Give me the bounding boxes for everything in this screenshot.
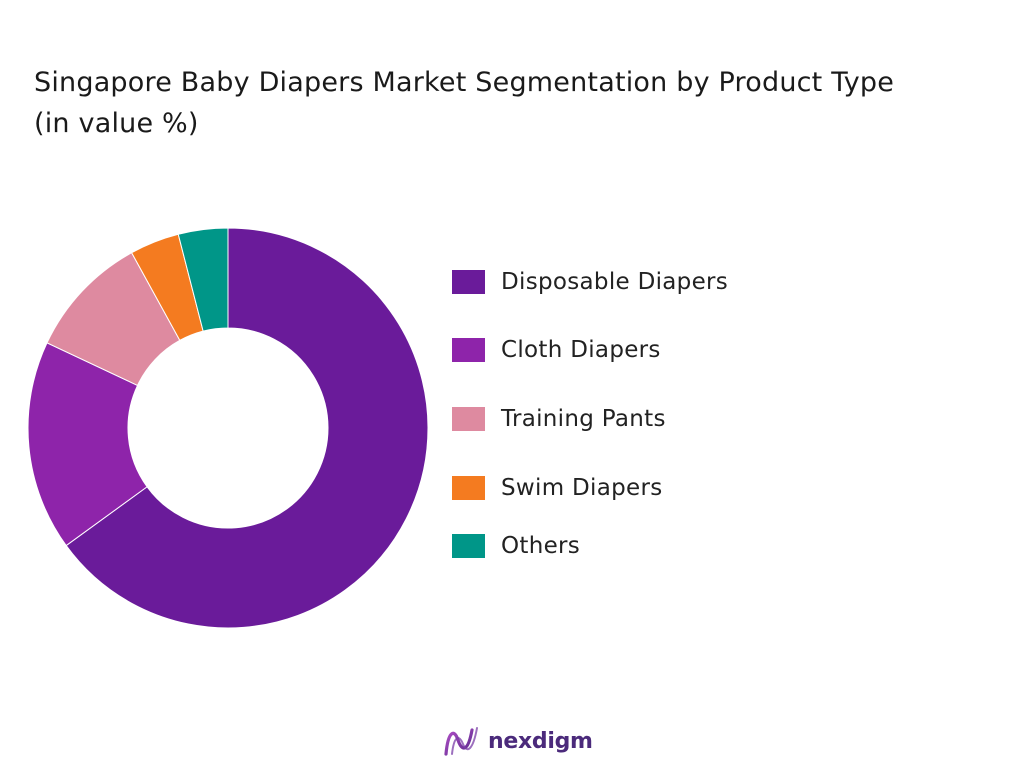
chart-title-main: Singapore Baby Diapers Market Segmentati… <box>34 67 895 98</box>
legend-item-disposable-diapers: Disposable Diapers <box>452 262 728 302</box>
legend-swatch <box>452 407 485 431</box>
legend-swatch <box>452 534 485 558</box>
donut-slice-disposable-diapers <box>65 227 429 629</box>
legend-label: Disposable Diapers <box>501 269 729 295</box>
legend-swatch <box>452 338 485 362</box>
chart-title: Singapore Baby Diapers Market Segmentati… <box>34 62 1014 144</box>
chart-subtitle: (in value %) <box>34 108 199 139</box>
legend-swatch <box>452 270 485 294</box>
legend-swatch <box>452 476 485 500</box>
legend-label: Training Pants <box>501 406 666 432</box>
donut-chart <box>27 227 429 629</box>
brand-logo: nexdigm <box>442 723 593 759</box>
nexdigm-logo-icon <box>444 727 478 756</box>
donut-slice-others <box>177 227 229 332</box>
chart-legend: Disposable Diapers Cloth Diapers Trainin… <box>452 262 728 559</box>
legend-label: Cloth Diapers <box>501 337 661 363</box>
donut-slice-cloth-diapers <box>27 342 148 547</box>
legend-item-training-pants: Training Pants <box>452 399 728 439</box>
legend-item-swim-diapers: Swim Diapers <box>452 468 728 508</box>
legend-item-others: Others <box>452 526 728 566</box>
brand-name: nexdigm <box>488 728 593 754</box>
legend-label: Swim Diapers <box>501 475 663 501</box>
legend-label: Others <box>501 533 581 559</box>
legend-item-cloth-diapers: Cloth Diapers <box>452 330 728 370</box>
